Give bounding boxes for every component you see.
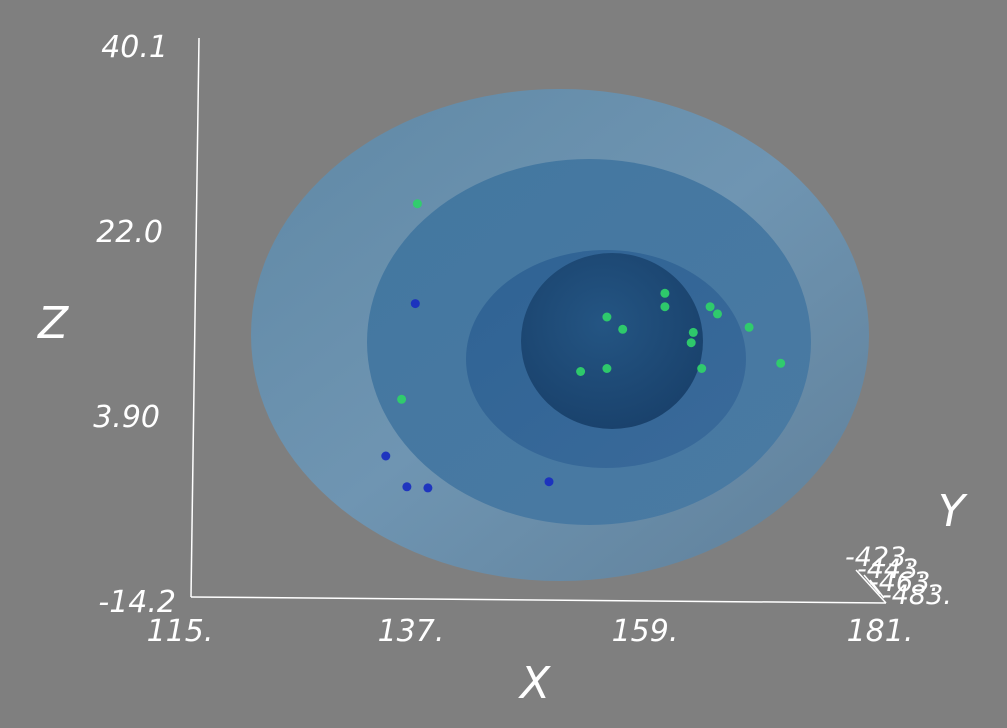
y-axis-tick <box>869 579 885 599</box>
green-data-point[interactable] <box>412 199 422 209</box>
z-axis-line <box>190 37 200 598</box>
y-axis-title: Y <box>938 486 968 537</box>
green-data-point[interactable] <box>660 288 670 298</box>
data-points <box>381 199 786 493</box>
blue-data-point[interactable] <box>381 451 391 461</box>
z-tick-label: -14.2 <box>98 585 176 620</box>
green-data-point[interactable] <box>660 302 670 312</box>
green-data-point[interactable] <box>705 302 715 312</box>
z-axis-title: Z <box>37 298 69 349</box>
green-data-point[interactable] <box>744 322 754 332</box>
x-axis-ticks: 115. 137. 159. 181. <box>147 614 914 649</box>
green-data-point[interactable] <box>688 327 698 337</box>
blue-data-point[interactable] <box>402 482 412 492</box>
green-data-point[interactable] <box>776 358 786 368</box>
z-tick-label: 22.0 <box>96 215 163 250</box>
x-tick-label: 181. <box>847 614 914 649</box>
x-tick-label: 137. <box>378 614 445 649</box>
iso-shell-core <box>521 253 703 429</box>
y-axis-line <box>855 569 887 604</box>
green-data-point[interactable] <box>602 364 612 373</box>
green-data-point[interactable] <box>686 338 696 348</box>
y-tick-label: -443. <box>857 554 927 585</box>
blue-data-point[interactable] <box>410 299 420 309</box>
green-data-point[interactable] <box>397 394 407 404</box>
y-tick-label: -423. <box>845 542 915 573</box>
y-tick-label: -463. <box>869 567 939 598</box>
x-tick-label: 159. <box>612 614 679 649</box>
green-data-point[interactable] <box>713 309 722 319</box>
green-data-point[interactable] <box>618 324 628 334</box>
axes <box>190 37 887 604</box>
x-axis-line <box>190 596 887 604</box>
z-axis-ticks: 40.1 22.0 3.90 -14.2 <box>93 30 176 620</box>
z-tick-label: 3.90 <box>93 400 160 435</box>
y-tick-label: -483. <box>882 580 952 611</box>
iso-shells <box>251 89 869 581</box>
z-tick-label: 40.1 <box>101 30 168 65</box>
green-data-point[interactable] <box>697 364 707 373</box>
green-data-point[interactable] <box>602 312 612 322</box>
green-data-point[interactable] <box>576 367 586 376</box>
x-axis-title: X <box>518 658 551 709</box>
y-axis-tick <box>863 574 881 595</box>
y-axis-ticks: -423. -443. -463. -483. <box>845 542 952 611</box>
blue-data-point[interactable] <box>423 483 433 493</box>
x-tick-label: 115. <box>147 614 214 649</box>
blue-data-point[interactable] <box>544 477 554 487</box>
